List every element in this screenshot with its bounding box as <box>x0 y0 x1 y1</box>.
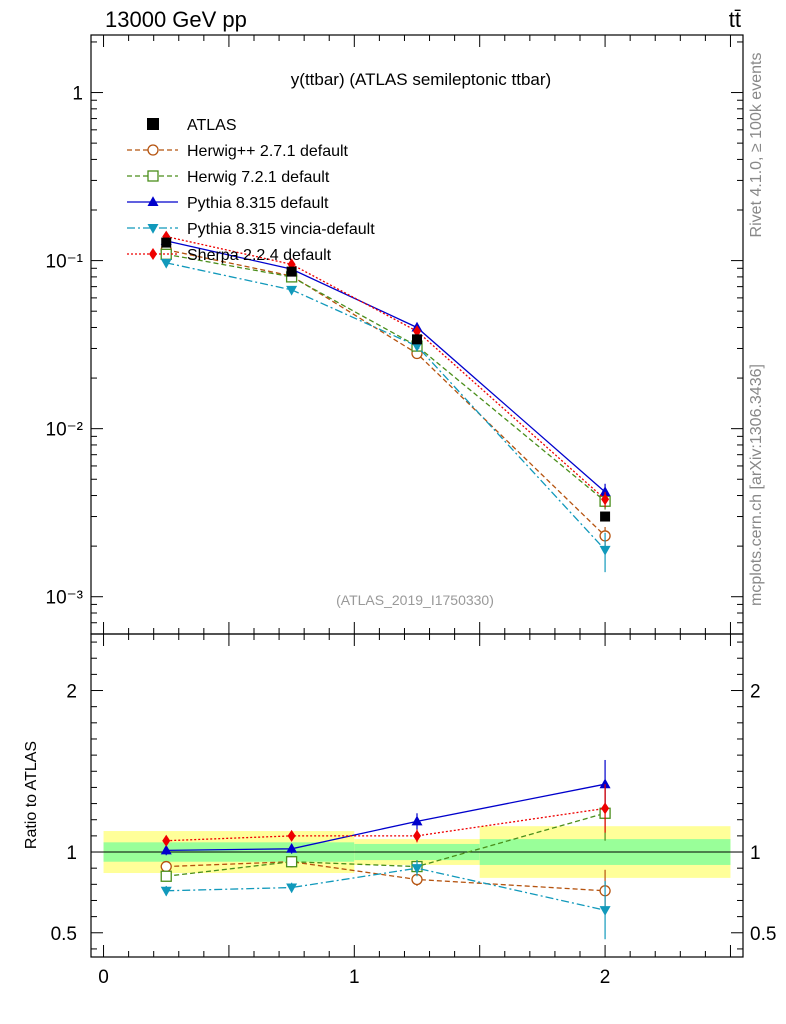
series-line <box>166 249 606 537</box>
main-series <box>160 230 611 573</box>
series-herwig-7-2-1-default <box>160 248 611 510</box>
legend-label: Sherpa 2.2.4 default <box>187 247 332 264</box>
data-point <box>599 486 611 496</box>
legend-marker <box>147 170 159 182</box>
atlas-data-point <box>412 334 422 345</box>
legend-marker <box>149 248 157 260</box>
y-tick-label: 1 <box>72 84 83 105</box>
series-line <box>166 253 606 502</box>
legend-entry: Herwig++ 2.7.1 default <box>127 143 349 160</box>
ratio-point <box>411 815 423 826</box>
data-point <box>160 258 172 269</box>
atlas-data-point <box>600 511 611 522</box>
y-tick-label: 2 <box>66 682 77 703</box>
ratio-point <box>601 802 610 815</box>
series-line <box>166 262 606 551</box>
series-sherpa-2-2-4-default <box>162 230 610 508</box>
ratio-line <box>166 861 606 892</box>
main-axes: 1 10⁻¹ 10⁻² 10⁻³ <box>46 35 743 635</box>
series-pythia-8-315-vincia-default <box>160 258 611 573</box>
ratio-line <box>166 812 606 877</box>
legend-label: Pythia 8.315 vincia-default <box>187 221 375 238</box>
ratio-point <box>599 906 611 916</box>
legend-label: Herwig 7.2.1 default <box>187 169 330 186</box>
ratio-pythia-8-315-vincia-default <box>160 860 611 940</box>
ratio-point <box>160 844 172 855</box>
ratio-point <box>160 860 172 873</box>
legend-label: Herwig++ 2.7.1 default <box>187 143 349 160</box>
data-point <box>599 545 611 556</box>
data-point <box>160 248 172 260</box>
ratio-point <box>287 829 296 842</box>
ratio-sherpa-2-2-4-default <box>162 784 610 847</box>
ratio-point <box>285 856 298 868</box>
analysis-label: (ATLAS_2019_I1750330) <box>336 592 494 608</box>
ratio-point <box>411 864 423 874</box>
ratio-axes: 0 1 2 2 2 1 1 0.5 0.5 <box>51 634 776 988</box>
x-tick-label: 2 <box>600 967 611 988</box>
y-tick-label-right: 0.5 <box>750 924 776 945</box>
series-pythia-8-315-default <box>160 235 611 502</box>
legend-label: ATLAS <box>187 117 237 134</box>
y-tick-label: 10⁻³ <box>46 588 84 609</box>
legend-marker <box>147 224 159 234</box>
legend-label: Pythia 8.315 default <box>187 195 329 212</box>
ratio-pythia-8-315-default <box>160 759 611 856</box>
y-tick-label: 10⁻¹ <box>46 252 84 273</box>
data-point <box>411 342 423 352</box>
ratio-line <box>166 807 606 842</box>
data-point <box>286 285 298 296</box>
ratio-y-axis-label: Ratio to ATLAS <box>23 741 40 849</box>
y-tick-label-right: 2 <box>750 682 761 703</box>
ratio-point <box>160 870 172 882</box>
y-tick-label: 1 <box>66 843 77 864</box>
rivet-label: Rivet 4.1.0, ≥ 100k events <box>748 53 765 238</box>
mcplots-label: mcplots.cern.ch [arXiv:1306.3436] <box>748 364 765 606</box>
legend-entry-atlas: ATLAS <box>147 117 237 134</box>
ratio-point <box>286 883 298 894</box>
x-tick-label: 1 <box>349 967 360 988</box>
legend-entry: Herwig 7.2.1 default <box>127 169 330 186</box>
header-right: tt̄ <box>729 7 741 32</box>
ratio-line <box>166 783 606 852</box>
legend-entry: Sherpa 2.2.4 default <box>127 247 332 264</box>
header-left: 13000 GeV pp <box>105 7 247 32</box>
y-tick-label-right: 1 <box>750 843 761 864</box>
y-tick-label: 0.5 <box>51 924 77 945</box>
legend-marker <box>147 196 159 206</box>
plot-title: y(ttbar) (ATLAS semileptonic ttbar) <box>291 70 551 89</box>
ratio-point <box>160 886 172 897</box>
y-tick-label: 10⁻² <box>46 420 84 441</box>
series-line <box>166 235 606 500</box>
ratio-frame <box>90 633 744 958</box>
data-point <box>413 325 421 338</box>
series-line <box>166 240 606 493</box>
ratio-point <box>413 829 421 842</box>
series-herwig-2-7-1-default <box>160 244 611 547</box>
legend: ATLAS Herwig++ 2.7.1 default Herwig 7.2.1 … <box>127 117 375 264</box>
legend-marker <box>147 144 159 156</box>
ratio-point <box>162 834 171 847</box>
atlas-data-point <box>286 266 297 277</box>
legend-entry: Pythia 8.315 default <box>127 195 329 212</box>
ratio-series <box>160 759 611 940</box>
ratio-line <box>166 867 606 911</box>
legend-marker <box>147 118 159 130</box>
ratio-point <box>286 843 298 853</box>
ratio-point <box>599 778 611 789</box>
data-point <box>601 493 610 506</box>
x-tick-label: 0 <box>98 967 109 988</box>
atlas-data-point <box>161 237 172 248</box>
legend-entry: Pythia 8.315 vincia-default <box>127 221 375 238</box>
